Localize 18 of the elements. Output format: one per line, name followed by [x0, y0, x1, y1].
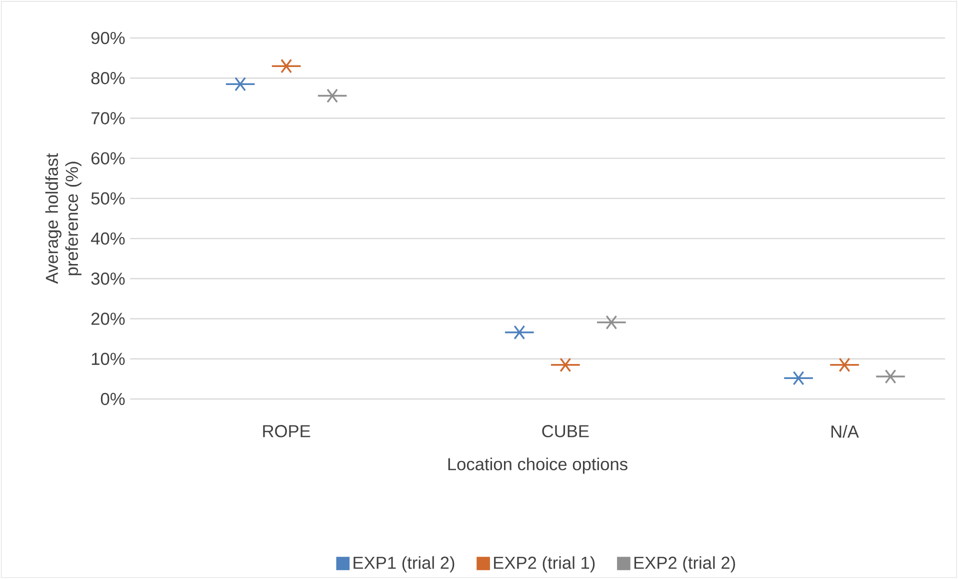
y-tick-label: 60%	[91, 152, 125, 164]
y-tick-label: 0%	[100, 392, 125, 406]
y-tick-label: 90%	[91, 32, 125, 44]
x-axis-title: Location choice options	[448, 458, 628, 474]
y-tick-label: 70%	[92, 112, 125, 124]
y-tick-label: 10%	[92, 352, 125, 366]
legend-label: EXP2 (trial 1)	[494, 556, 595, 572]
y-tick-label: 40%	[91, 232, 125, 245]
y-tick-label: 20%	[91, 312, 125, 325]
x-tick-label: ROPE	[263, 425, 310, 438]
x-tick-label: CUBE	[542, 425, 589, 438]
x-tick-label: N/A	[831, 425, 859, 438]
y-tick-label: 30%	[91, 272, 125, 285]
y-axis-title: Average holdfast preference (%)	[45, 153, 82, 284]
y-tick-label: 80%	[91, 72, 125, 84]
legend-label: EXP2 (trial 2)	[634, 556, 736, 572]
legend-label: EXP1 (trial 2)	[354, 556, 454, 572]
y-tick-label: 50%	[91, 192, 125, 205]
